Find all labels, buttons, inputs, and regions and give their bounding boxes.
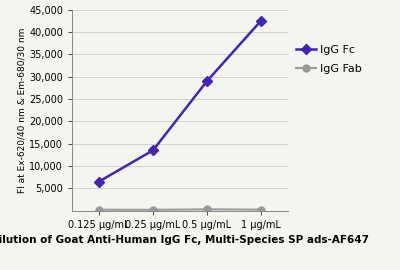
Legend: IgG Fc, IgG Fab: IgG Fc, IgG Fab — [296, 45, 362, 74]
Line: IgG Fc: IgG Fc — [96, 17, 264, 185]
IgG Fc — [150, 149, 155, 152]
IgG Fab — [204, 208, 210, 211]
IgG Fab — [150, 208, 155, 211]
IgG Fab — [97, 208, 102, 211]
X-axis label: Dilution of Goat Anti-Human IgG Fc, Multi-Species SP ads-AF647: Dilution of Goat Anti-Human IgG Fc, Mult… — [0, 235, 370, 245]
IgG Fc — [204, 79, 210, 83]
IgG Fab — [258, 208, 263, 211]
IgG Fc — [258, 19, 263, 22]
Y-axis label: FI at Ex-620/40 nm & Em-680/30 nm: FI at Ex-620/40 nm & Em-680/30 nm — [17, 27, 26, 193]
IgG Fc — [97, 180, 102, 183]
Line: IgG Fab: IgG Fab — [96, 206, 264, 213]
